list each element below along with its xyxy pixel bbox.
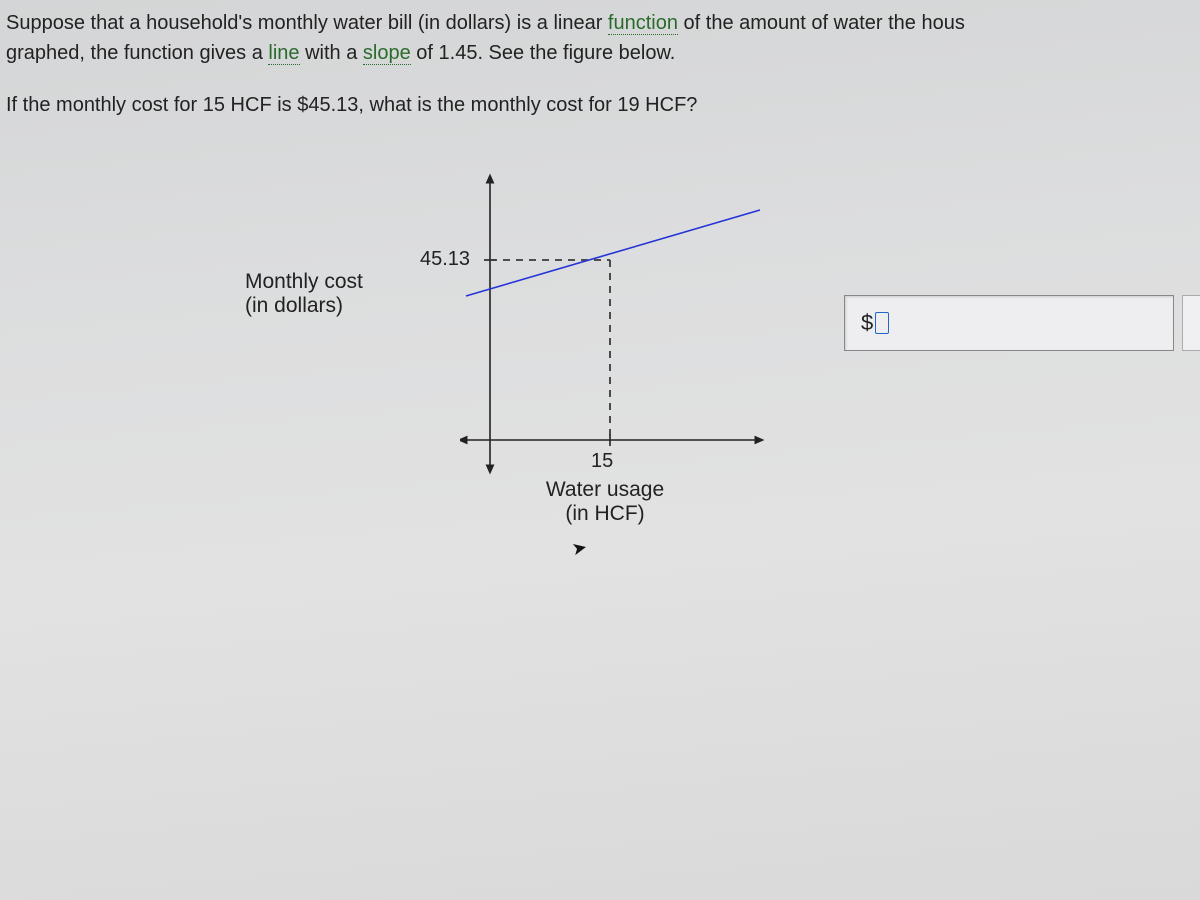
link-slope[interactable]: slope bbox=[363, 42, 411, 65]
link-line[interactable]: line bbox=[268, 42, 299, 65]
y-axis-label-line2: (in dollars) bbox=[245, 294, 363, 318]
chart-svg bbox=[460, 170, 780, 490]
text: Suppose that a household's monthly water… bbox=[6, 12, 608, 34]
x-axis-label-line2: (in HCF) bbox=[515, 502, 695, 526]
question-line: If the monthly cost for 15 HCF is $45.13… bbox=[6, 90, 1190, 120]
text: of 1.45. See the figure below. bbox=[411, 42, 676, 64]
text: graphed, the function gives a bbox=[6, 42, 268, 64]
x-axis-label: Water usage (in HCF) bbox=[515, 478, 695, 526]
x-axis-label-line1: Water usage bbox=[515, 478, 695, 502]
currency-symbol: $ bbox=[861, 310, 873, 336]
x-tick-label: 15 bbox=[591, 450, 613, 473]
text: with a bbox=[300, 42, 363, 64]
link-function[interactable]: function bbox=[608, 12, 678, 35]
answer-input[interactable]: $ bbox=[844, 295, 1174, 351]
answer-placeholder-icon bbox=[875, 312, 889, 334]
chart-figure: Monthly cost (in dollars) 45.13 15 Water… bbox=[250, 170, 770, 590]
cost-line bbox=[466, 210, 760, 296]
side-button[interactable] bbox=[1182, 295, 1200, 351]
text: of the amount of water the hous bbox=[678, 12, 965, 34]
y-axis-label-line1: Monthly cost bbox=[245, 270, 363, 294]
y-axis-label: Monthly cost (in dollars) bbox=[245, 270, 363, 318]
problem-statement: Suppose that a household's monthly water… bbox=[0, 0, 1200, 120]
